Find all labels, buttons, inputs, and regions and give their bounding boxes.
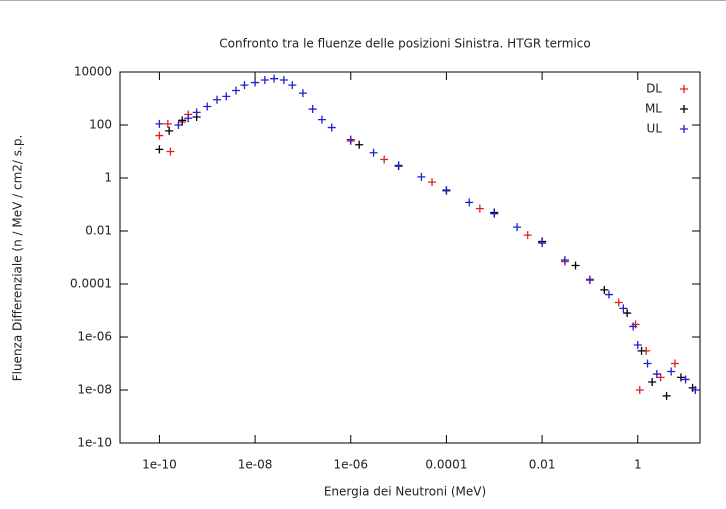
data-point xyxy=(633,340,642,349)
x-tick-label: 0.0001 xyxy=(425,458,467,472)
data-point xyxy=(629,322,638,331)
data-point xyxy=(667,367,676,376)
data-point xyxy=(676,373,685,382)
y-tick-label: 0.01 xyxy=(85,224,112,238)
data-point xyxy=(178,116,187,125)
data-point xyxy=(355,140,364,149)
legend-marker xyxy=(680,105,688,113)
data-point xyxy=(165,126,174,135)
legend-label: UL xyxy=(647,122,663,136)
legend-marker xyxy=(680,125,688,133)
data-point xyxy=(662,391,671,400)
data-point xyxy=(213,95,222,104)
x-tick-label: 1e-08 xyxy=(238,458,273,472)
data-point xyxy=(513,223,522,232)
data-point xyxy=(240,81,249,90)
data-point xyxy=(637,346,646,355)
data-point xyxy=(428,178,437,187)
data-point xyxy=(270,74,279,83)
x-tick-label: 1 xyxy=(634,458,642,472)
legend-label: ML xyxy=(645,102,662,116)
y-tick-label: 1e-06 xyxy=(77,330,112,344)
y-tick-label: 1 xyxy=(104,171,112,185)
data-point xyxy=(604,290,613,299)
data-point xyxy=(623,309,632,318)
data-point xyxy=(670,359,679,368)
data-point xyxy=(192,108,201,117)
data-point xyxy=(585,276,594,285)
data-point xyxy=(155,131,164,140)
x-axis-label: Energia dei Neutroni (MeV) xyxy=(324,485,486,499)
data-point xyxy=(465,198,474,207)
y-tick-label: 10000 xyxy=(74,65,112,79)
data-point xyxy=(184,114,193,123)
data-point xyxy=(155,145,164,154)
data-point xyxy=(279,75,288,84)
legend-marker xyxy=(680,85,688,93)
x-tick-label: 1e-06 xyxy=(333,458,368,472)
data-point xyxy=(560,256,569,265)
data-point xyxy=(308,105,317,114)
legend-label: DL xyxy=(646,82,662,96)
data-point xyxy=(346,135,355,144)
x-tick-label: 0.01 xyxy=(529,458,556,472)
y-tick-label: 0.0001 xyxy=(70,277,112,291)
data-point xyxy=(643,359,652,368)
y-axis-label: Fluenza Differenziale (n / MeV / cm2/ s.… xyxy=(11,135,25,382)
data-point xyxy=(369,148,378,157)
data-point xyxy=(600,285,609,294)
chart-title: Confronto tra le fluenze delle posizioni… xyxy=(219,37,591,51)
data-point xyxy=(442,186,451,195)
data-point xyxy=(394,161,403,170)
data-point xyxy=(475,204,484,213)
data-point xyxy=(166,147,175,156)
data-point xyxy=(298,89,307,98)
data-point xyxy=(163,119,172,128)
data-point xyxy=(251,78,260,87)
data-point xyxy=(648,378,657,387)
data-point xyxy=(614,298,623,307)
data-point xyxy=(538,239,547,248)
data-point xyxy=(155,119,164,128)
data-point xyxy=(571,261,580,270)
data-point xyxy=(691,386,700,394)
data-point xyxy=(635,386,644,394)
data-point xyxy=(327,123,336,132)
data-point xyxy=(619,304,628,313)
data-point xyxy=(222,92,231,101)
plot-frame xyxy=(119,71,701,444)
data-point xyxy=(288,81,297,90)
data-point xyxy=(417,172,426,181)
data-point xyxy=(681,375,690,384)
y-tick-label: 1e-10 xyxy=(77,436,112,450)
x-tick-label: 1e-10 xyxy=(142,458,177,472)
data-point xyxy=(203,102,212,111)
data-point xyxy=(174,121,183,129)
y-tick-label: 100 xyxy=(89,118,112,132)
data-point xyxy=(490,209,499,218)
data-point xyxy=(652,370,661,379)
data-point xyxy=(232,86,241,95)
data-point xyxy=(523,231,532,240)
y-tick-label: 1e-08 xyxy=(77,383,112,397)
data-point xyxy=(317,115,326,124)
data-point xyxy=(260,75,269,84)
data-point xyxy=(380,155,389,164)
